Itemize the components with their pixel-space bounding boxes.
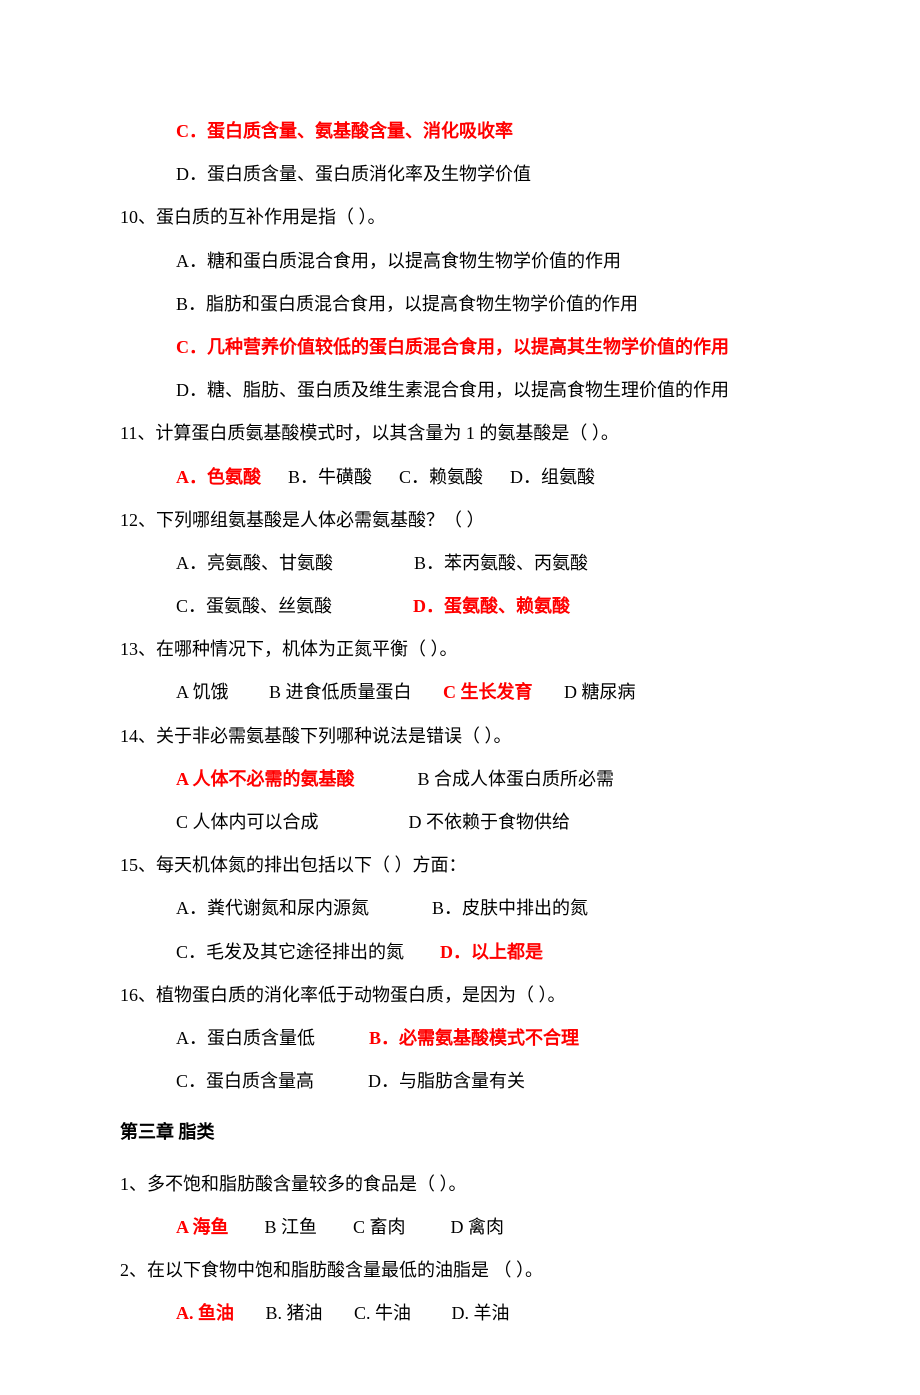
q15-option-a: A．粪代谢氮和尿内源氮 [176,898,369,918]
c3q1-stem: 1、多不饱和脂肪酸含量较多的食品是（ ）。 [120,1163,800,1206]
q13-option-b: B 进食低质量蛋白 [269,682,412,702]
q15-option-d: D．以上都是 [440,942,543,962]
q16-option-a: A．蛋白质含量低 [176,1028,315,1048]
q12-option-a: A．亮氨酸、甘氨酸 [176,553,333,573]
c3q2-option-a: A. 鱼油 [176,1303,234,1323]
q13-option-a: A 饥饿 [176,682,229,702]
q16-options-row1: A．蛋白质含量低 B．必需氨基酸模式不合理 [120,1017,800,1060]
q10-stem: 10、蛋白质的互补作用是指（ ）。 [120,196,800,239]
q10-option-a: A．糖和蛋白质混合食用，以提高食物生物学价值的作用 [120,240,800,283]
q15-option-c: C．毛发及其它途径排出的氮 [176,942,404,962]
q14-options-row2: C 人体内可以合成 D 不依赖于食物供给 [120,801,800,844]
q14-option-a: A 人体不必需的氨基酸 [176,769,355,789]
q10-option-d: D．糖、脂肪、蛋白质及维生素混合食用，以提高食物生理价值的作用 [120,369,800,412]
q13-option-d: D 糖尿病 [564,682,636,702]
q10-option-c: C．几种营养价值较低的蛋白质混合食用，以提高其生物学价值的作用 [120,326,800,369]
q15-options-row2: C．毛发及其它途径排出的氮 D．以上都是 [120,931,800,974]
q14-stem: 14、关于非必需氨基酸下列哪种说法是错误（ ）。 [120,715,800,758]
c3q1-options: A 海鱼 B 江鱼 C 畜肉 D 禽肉 [120,1206,800,1249]
q15-option-b: B．皮肤中排出的氮 [432,898,588,918]
document-page: C．蛋白质含量、氨基酸含量、消化吸收率 D．蛋白质含量、蛋白质消化率及生物学价值… [0,0,920,1395]
c3q1-option-c: C 畜肉 [353,1217,406,1237]
q12-option-c: C．蛋氨酸、丝氨酸 [176,596,332,616]
q16-option-d: D．与脂肪含量有关 [368,1071,525,1091]
c3q1-option-b: B 江鱼 [265,1217,318,1237]
c3q2-option-d: D. 羊油 [452,1303,510,1323]
c3q1-option-a: A 海鱼 [176,1217,229,1237]
q13-options: A 饥饿 B 进食低质量蛋白 C 生长发育 D 糖尿病 [120,671,800,714]
q12-options-row1: A．亮氨酸、甘氨酸 B．苯丙氨酸、丙氨酸 [120,542,800,585]
q11-option-c: C．赖氨酸 [399,467,483,487]
c3q1-option-d: D 禽肉 [451,1217,505,1237]
partial-option-d: D．蛋白质含量、蛋白质消化率及生物学价值 [120,153,800,196]
q12-option-b: B．苯丙氨酸、丙氨酸 [414,553,588,573]
q15-options-row1: A．粪代谢氮和尿内源氮 B．皮肤中排出的氮 [120,887,800,930]
c3q2-option-b: B. 猪油 [266,1303,323,1323]
q12-stem: 12、下列哪组氨基酸是人体必需氨基酸？（ ） [120,499,800,542]
partial-option-c: C．蛋白质含量、氨基酸含量、消化吸收率 [120,110,800,153]
q14-option-d: D 不依赖于食物供给 [409,812,571,832]
q14-option-c: C 人体内可以合成 [176,812,319,832]
q12-options-row2: C．蛋氨酸、丝氨酸 D．蛋氨酸、赖氨酸 [120,585,800,628]
q16-stem: 16、植物蛋白质的消化率低于动物蛋白质，是因为（ ）。 [120,974,800,1017]
q11-option-a: A．色氨酸 [176,467,261,487]
q11-option-b: B．牛磺酸 [288,467,372,487]
c3q2-stem: 2、在以下食物中饱和脂肪酸含量最低的油脂是 （ ）。 [120,1249,800,1292]
q13-option-c: C 生长发育 [443,682,533,702]
q11-options: A．色氨酸 B．牛磺酸 C．赖氨酸 D．组氨酸 [120,456,800,499]
q10-option-b: B．脂肪和蛋白质混合食用，以提高食物生物学价值的作用 [120,283,800,326]
q11-stem: 11、计算蛋白质氨基酸模式时，以其含量为 1 的氨基酸是（ ）。 [120,412,800,455]
q11-option-d: D．组氨酸 [510,467,595,487]
q14-options-row1: A 人体不必需的氨基酸 B 合成人体蛋白质所必需 [120,758,800,801]
c3q2-options: A. 鱼油 B. 猪油 C. 牛油 D. 羊油 [120,1292,800,1335]
c3q2-option-c: C. 牛油 [354,1303,411,1323]
q16-options-row2: C．蛋白质含量高 D．与脂肪含量有关 [120,1060,800,1103]
q15-stem: 15、每天机体氮的排出包括以下（ ）方面： [120,844,800,887]
q16-option-c: C．蛋白质含量高 [176,1071,314,1091]
q13-stem: 13、在哪种情况下，机体为正氮平衡（ ）。 [120,628,800,671]
q14-option-b: B 合成人体蛋白质所必需 [418,769,615,789]
chapter3-heading: 第三章 脂类 [120,1103,800,1162]
q12-option-d: D．蛋氨酸、赖氨酸 [413,596,570,616]
q16-option-b: B．必需氨基酸模式不合理 [369,1028,579,1048]
